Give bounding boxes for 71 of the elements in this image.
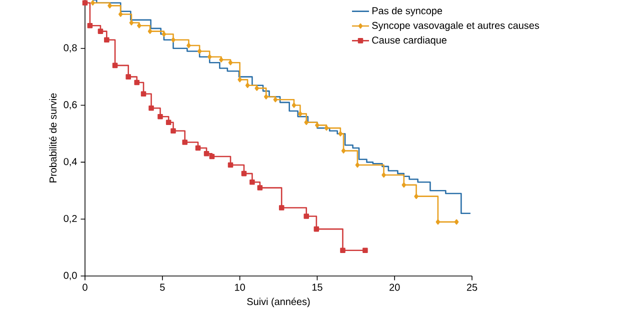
- y-tick-label: 0,6: [64, 101, 77, 110]
- point: [340, 248, 346, 254]
- point: [108, 3, 112, 8]
- point: [137, 22, 142, 28]
- point: [228, 60, 233, 66]
- y-tick-label: 0,2: [64, 214, 77, 224]
- point: [264, 94, 268, 100]
- x-tick-label: 0: [82, 284, 88, 291]
- legend-label: Syncope vasovagale et autres causes: [372, 22, 540, 31]
- point: [292, 102, 296, 108]
- point: [304, 120, 309, 125]
- point: [241, 170, 247, 176]
- point: [126, 74, 131, 80]
- point: [209, 154, 215, 160]
- point: [314, 226, 320, 232]
- point: [414, 194, 418, 199]
- point: [90, 0, 95, 6]
- point: [382, 172, 386, 178]
- point: [355, 162, 360, 168]
- point: [87, 22, 93, 28]
- y-tick-label: 0,4: [64, 158, 77, 166]
- y-tick-label: 0,8: [64, 44, 77, 52]
- legend-label: Cause cardiaque: [372, 36, 446, 46]
- point: [338, 131, 343, 136]
- x-tick-label: 25: [466, 284, 478, 291]
- point: [170, 128, 176, 134]
- point: [228, 162, 234, 168]
- point: [250, 179, 255, 185]
- point: [134, 80, 140, 86]
- point: [254, 86, 259, 91]
- legend-label: Pas de syncope: [372, 6, 442, 16]
- x-tick-label: 20: [390, 284, 400, 291]
- point: [257, 185, 263, 190]
- point: [402, 182, 406, 188]
- point: [148, 105, 154, 111]
- point: [112, 62, 118, 68]
- point: [207, 54, 212, 60]
- point: [140, 91, 146, 97]
- y-tick-label: 0,0: [64, 272, 77, 280]
- point: [197, 48, 202, 54]
- point: [195, 145, 201, 151]
- point: [204, 151, 210, 156]
- point: [304, 214, 310, 219]
- point: [454, 219, 459, 225]
- x-tick-label: 15: [312, 284, 322, 291]
- point: [158, 114, 163, 120]
- point: [104, 37, 110, 42]
- x-tick-label: 5: [160, 284, 165, 291]
- point: [118, 12, 123, 17]
- point: [186, 42, 191, 48]
- x-axis-title: Suivi (années): [247, 298, 310, 308]
- point: [148, 28, 152, 34]
- point: [245, 82, 250, 88]
- point: [324, 125, 329, 131]
- point: [82, 0, 88, 6]
- point: [166, 120, 172, 125]
- point: [171, 37, 176, 42]
- point: [362, 248, 368, 254]
- point: [238, 77, 242, 82]
- point: [278, 205, 284, 210]
- point: [436, 219, 440, 225]
- point: [182, 140, 188, 145]
- point: [219, 57, 224, 62]
- point: [315, 122, 320, 128]
- point: [341, 148, 346, 154]
- point: [98, 28, 104, 34]
- x-tick-label: 10: [235, 284, 245, 291]
- point: [129, 20, 134, 26]
- y-axis-title: Probabilité de survie: [49, 93, 57, 182]
- point: [298, 111, 302, 116]
- point: [162, 32, 166, 37]
